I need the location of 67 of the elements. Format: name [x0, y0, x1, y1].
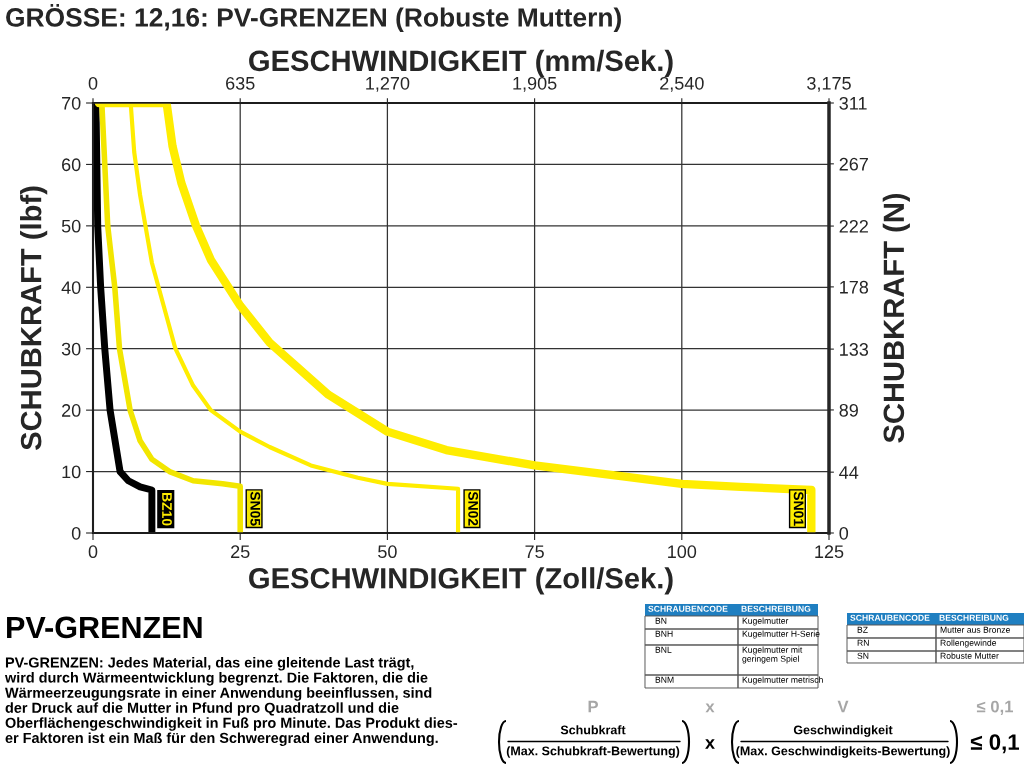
text: PV-GRENZEN: Jedes Material, das eine gleitende Last trägt, wird durch Wärmeentwicklung begrenzt. Die Faktoren, die die Wärmeerzeugungsrate in einer Anwendung beeinflussen, sind der Druck auf die Mutter in Pfund pro Quadratzoll und die Oberflächengeschwindigkeit in Fuß pro Minute. Das Produkt dies- er Faktoren ist ein Maß für den Schweregrad einer Anwendung. [4, 657, 458, 746]
x-axis-title: GESCHWINDIGKEIT (Zoll/Sek.) [249, 567, 673, 595]
text: Kugelmutter metrisch [742, 676, 823, 685]
y-tick-label: 20 [62, 404, 81, 417]
y-tick-label: 0 [71, 526, 81, 540]
text: BZ10 [162, 493, 172, 526]
chart-title: GRÖSSE: 12,16: PV-GRENZEN (Robuste Muttern) [6, 3, 621, 33]
text: BESCHREIBUNG [741, 605, 811, 612]
text: BNM [655, 676, 674, 683]
text: Kugelmutter H-Serie [742, 630, 820, 639]
text: (Max. Schubkraft-Bewertung) [506, 746, 680, 758]
y-tick-label: 50 [61, 219, 81, 233]
x2-axis-title: GESCHWINDIGKEIT (mm/Sek.) [249, 49, 673, 77]
y-tick-label: 10 [62, 465, 81, 479]
x2-tick-label: 3,175 [807, 76, 851, 92]
text: Mutter aus Bronze [940, 626, 1010, 633]
text: Robuste Mutter [940, 652, 999, 659]
y2-axis-title: SCHUBKRAFT (N) [882, 193, 910, 443]
y2-tick-label: 44 [839, 466, 859, 479]
y-tick-label: 40 [61, 281, 81, 295]
x-tick-label: 25 [231, 545, 250, 559]
x-tick-label: 125 [815, 545, 844, 559]
x2-tick-label: 635 [226, 76, 255, 90]
text: ≤ 0,1 [970, 734, 1020, 754]
text: BNH [655, 630, 673, 637]
x2-tick-label: 0 [88, 76, 98, 90]
x-tick-label: 75 [525, 545, 544, 559]
text: BZ [857, 626, 868, 633]
y2-tick-label: 311 [839, 96, 867, 110]
text: RN [857, 639, 869, 646]
text: x [705, 739, 715, 749]
y2-tick-label: 89 [839, 403, 858, 417]
text: PV-GRENZEN [7, 616, 202, 639]
text: SCHRAUBENCODE [648, 605, 728, 612]
text: Geschwindigkeit [793, 725, 893, 737]
x-tick-label: 100 [668, 545, 697, 559]
text: V [837, 700, 849, 713]
y2-tick-label: 267 [839, 157, 868, 171]
x-tick-label: 0 [88, 545, 98, 559]
text: SN [857, 652, 869, 659]
text: SN01 [793, 491, 804, 526]
x2-tick-label: 1,905 [513, 76, 557, 92]
text: Kugelmutter [742, 617, 789, 626]
text: P [588, 700, 598, 713]
text: BNL [655, 646, 672, 653]
text: SN05 [250, 491, 261, 526]
x-tick-label: 50 [378, 545, 397, 559]
text: BN [655, 617, 667, 624]
text: ≤ 0,1 [976, 700, 1014, 715]
text: SN02 [468, 491, 479, 526]
y2-tick-label: 133 [840, 343, 869, 356]
y2-tick-label: 222 [839, 219, 868, 233]
text: SCHRAUBENCODE [850, 614, 930, 621]
x2-tick-label: 2,540 [660, 76, 704, 92]
y-tick-label: 60 [62, 158, 81, 172]
text: Rollengewinde [940, 639, 997, 648]
y-axis-title: SCHUBKRAFT (lbf) [20, 186, 48, 450]
text: BESCHREIBUNG [939, 614, 1009, 621]
y2-tick-label: 0 [839, 526, 849, 540]
y-tick-label: 30 [61, 342, 81, 356]
text: Schubkraft [560, 725, 626, 735]
x2-tick-label: 1,270 [366, 76, 410, 92]
text: Kugelmutter mit geringem Spiel [742, 646, 803, 664]
text: x [705, 703, 715, 713]
y-tick-label: 70 [62, 96, 81, 110]
y2-tick-label: 178 [840, 280, 869, 294]
text: (Max. Geschwindigkeits-Bewertung) [736, 746, 950, 758]
